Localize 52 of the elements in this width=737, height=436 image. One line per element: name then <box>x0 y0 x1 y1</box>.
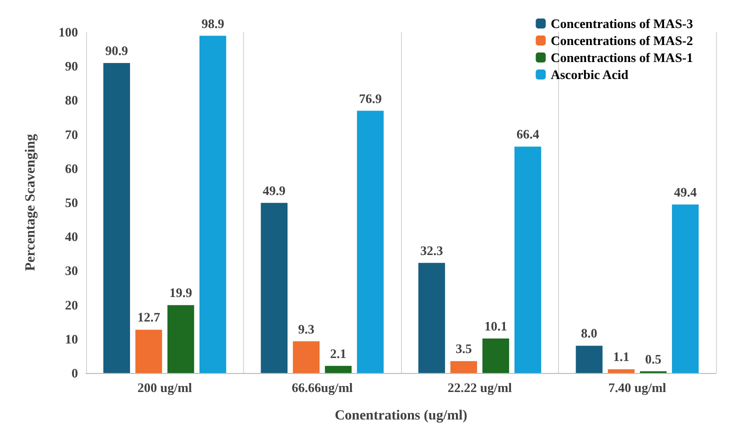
bar <box>260 202 288 373</box>
bar <box>135 330 162 373</box>
x-tick-label: 7.40 ug/ml <box>608 380 667 395</box>
bar <box>356 110 384 373</box>
bar <box>482 338 510 373</box>
data-label: 98.9 <box>201 16 225 31</box>
data-label: 2.1 <box>330 346 346 361</box>
data-label: 12.7 <box>137 310 161 325</box>
bar <box>167 305 194 373</box>
y-tick-label: 50 <box>65 195 78 210</box>
bar <box>514 146 542 373</box>
data-label: 1.1 <box>613 349 630 364</box>
x-tick-label: 66.66ug/ml <box>292 380 354 395</box>
data-label: 66.4 <box>516 126 540 142</box>
y-tick-label: 90 <box>65 58 78 74</box>
data-label: 9.3 <box>298 321 315 336</box>
bar <box>608 369 635 373</box>
bar <box>324 366 352 373</box>
data-label: 90.9 <box>105 43 129 58</box>
y-tick-label: 20 <box>65 297 78 312</box>
legend-label: Concentrations of MAS-3 <box>550 16 694 31</box>
bar <box>672 204 699 373</box>
data-label: 49.9 <box>262 182 286 198</box>
data-label: 76.9 <box>358 90 382 106</box>
y-tick-label: 40 <box>65 229 78 244</box>
data-label: 19.9 <box>169 285 193 300</box>
bar <box>103 63 130 373</box>
x-axis-title: Conentrations (ug/ml) <box>334 408 468 424</box>
y-tick-label: 60 <box>65 160 78 176</box>
legend-label: Concentrations of MAS-2 <box>550 33 693 48</box>
y-tick-label: 30 <box>65 263 78 278</box>
data-label: 3.5 <box>456 341 472 356</box>
y-tick-label: 0 <box>72 366 78 380</box>
y-tick-label: 70 <box>65 126 78 142</box>
legend-label: Ascorbic Acid <box>550 67 630 82</box>
y-tick-label: 80 <box>65 92 78 108</box>
data-label: 0.5 <box>645 351 662 366</box>
data-label: 32.3 <box>420 242 444 258</box>
bar <box>576 346 603 373</box>
bar <box>450 361 478 373</box>
x-tick-label: 22.22 ug/ml <box>448 380 512 395</box>
y-tick-label: 10 <box>65 331 78 346</box>
bar <box>292 341 320 373</box>
x-tick-label: 200 ug/ml <box>137 380 192 395</box>
data-label: 8.0 <box>581 326 598 341</box>
legend-label: Conentractions of MAS-1 <box>550 50 693 65</box>
y-tick-label: 100 <box>58 24 78 40</box>
bar <box>199 36 226 373</box>
bar <box>418 262 446 373</box>
data-label: 49.4 <box>674 184 698 200</box>
y-axis-title: Percentage Scavenging <box>24 134 38 271</box>
data-label: 10.1 <box>484 318 508 334</box>
